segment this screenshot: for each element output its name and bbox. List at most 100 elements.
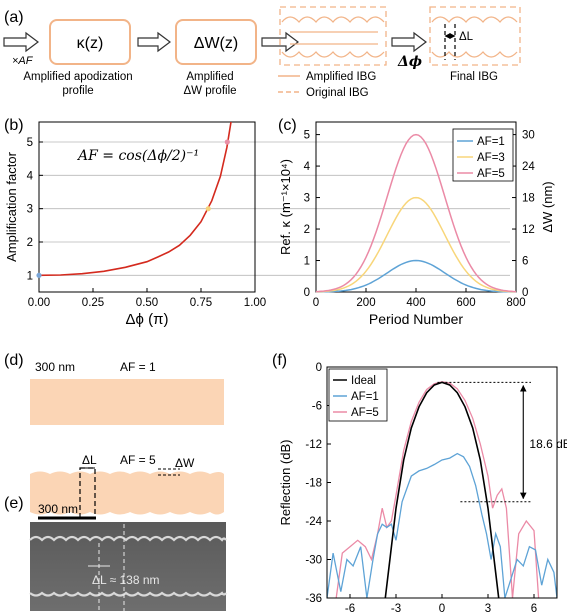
y-tick-label-right-c: 18 (522, 193, 535, 205)
panel-e-label: (e) (4, 495, 24, 512)
y-axis-label-right-c: ΔW (nm) (540, 181, 555, 232)
panel-d-label: (d) (4, 352, 24, 369)
scale-300nm-d: 300 nm (35, 360, 75, 374)
legend-label-c: AF=1 (477, 136, 505, 148)
x-tick-label-f: 6 (531, 603, 537, 615)
af-formula: AF = cos(Δϕ/2)⁻¹ (76, 148, 199, 164)
y-tick-label-f: -36 (305, 593, 322, 605)
y-tick-label-f: -18 (305, 478, 322, 490)
y-tick-label-right-c: 12 (522, 224, 535, 236)
kappa-series-line (315, 196, 517, 293)
legend-amplified: Amplified IBG (306, 71, 376, 83)
kappa-box-label: κ(z) (77, 35, 104, 52)
waveguide-af1 (30, 379, 224, 425)
x-tick-label-f: -3 (391, 603, 401, 615)
af-marker (36, 272, 42, 278)
y-tick-label-b: 5 (27, 137, 33, 149)
x-tick-label-b: 0.50 (136, 297, 158, 309)
caption-amplified: Amplified (186, 71, 233, 83)
af5-label: AF = 5 (120, 453, 156, 467)
y-tick-label-c: 5 (304, 130, 310, 142)
y-tick-label-f: -6 (312, 401, 322, 413)
panel-d: (d) 300 nm AF = 1 ΔL AF = 5 ΔW (4, 352, 224, 519)
x-tick-label-b: 0.75 (190, 297, 212, 309)
af-curve (39, 122, 232, 277)
legend-label-f: Ideal (351, 375, 376, 387)
hollow-arrow-icon (3, 31, 39, 53)
x-tick-label-f: -6 (345, 603, 355, 615)
panel-f-label: (f) (272, 352, 287, 369)
final-ibg-caption: Final IBG (450, 71, 498, 83)
sem-dl-text: ΔL ≈ 138 nm (92, 573, 160, 587)
x-axis-label-c: Period Number (369, 311, 463, 327)
x-axis-label-b: Δϕ (π) (126, 311, 169, 328)
x-tick-label-b: 1.00 (244, 297, 266, 309)
waveguide-af5 (30, 471, 224, 515)
y-tick-label-right-c: 0 (522, 287, 528, 299)
y-axis-label-f: Reflection (dB) (278, 440, 293, 526)
af-marker (205, 206, 211, 212)
x-tick-label-c: 600 (456, 297, 475, 309)
final-dl-label: ΔL (459, 31, 474, 43)
reflection-series-line (384, 381, 500, 598)
panel-a: (a) ×AF κ(z) Amplified apodization profi… (3, 6, 521, 99)
legend-label-f: AF=5 (351, 407, 379, 419)
sem-edge-top (29, 535, 227, 542)
x-tick-label-f: 3 (485, 603, 491, 615)
dw-box (175, 19, 257, 65)
y-tick-label-right-c: 6 (522, 256, 528, 268)
legend-original: Original IBG (306, 87, 369, 99)
panel-b-label: (b) (4, 117, 24, 134)
y-tick-label-b: 4 (27, 170, 34, 182)
y-tick-label-c: 2 (304, 224, 310, 236)
y-tick-label-right-c: 24 (522, 161, 535, 173)
dw-box-label: ΔW(z) (194, 35, 238, 52)
caption-apodization: Amplified apodization (23, 71, 132, 83)
y-tick-label-b: 3 (27, 204, 33, 216)
af-marker (224, 139, 230, 145)
x-tick-label-b: 0.25 (82, 297, 104, 309)
legend-label-c: AF=5 (477, 168, 505, 180)
y-tick-label-c: 1 (304, 256, 310, 268)
y-tick-label-right-c: 30 (522, 130, 535, 142)
sem-image (30, 522, 226, 611)
panel-e: (e) 300 nm ΔL ≈ 138 nm (4, 495, 227, 611)
dl-label-d: ΔL (82, 453, 97, 467)
caption-dw-profile: ΔW profile (183, 85, 236, 97)
hollow-arrow-icon (391, 31, 427, 53)
x-tick-label-c: 200 (356, 297, 375, 309)
y-tick-label-c: 4 (304, 161, 311, 173)
final-ibg (429, 6, 521, 66)
y-tick-label-f: -24 (305, 516, 322, 528)
kappa-box (49, 19, 131, 65)
kappa-series-line (315, 133, 517, 293)
hollow-arrow-icon (137, 31, 171, 53)
x-tick-label-c: 400 (406, 297, 425, 309)
panel-a-label: (a) (4, 9, 24, 26)
af-multiplier: ×AF (12, 55, 34, 67)
y-tick-label-c: 0 (304, 287, 310, 299)
y-tick-label-f: -12 (305, 439, 322, 451)
af1-label: AF = 1 (120, 360, 156, 374)
y-axis-label-b: Amplification factor (4, 151, 19, 261)
x-tick-label-c: 800 (506, 297, 525, 309)
x-tick-label-b: 0.00 (28, 297, 50, 309)
panel-b: (b) 0.00 0.25 0.50 0.75 1.00 1 2 3 4 5 AF = cos(Δϕ… (4, 117, 510, 328)
panel-c-label: (c) (278, 117, 297, 134)
y-tick-label-f: -30 (305, 555, 322, 567)
caption-apodization-2: profile (62, 85, 93, 97)
legend-label-c: AF=3 (477, 152, 505, 164)
y-tick-label-f: 0 (316, 362, 322, 374)
kappa-series-line (316, 259, 516, 293)
ibg-schematic (279, 6, 387, 66)
sem-edge-bottom (29, 591, 227, 597)
legend-label-f: AF=1 (351, 391, 379, 403)
y-axis-label-c: Ref. κ (m⁻¹×10⁴) (278, 159, 293, 255)
x-tick-label-f: 0 (439, 603, 445, 615)
y-tick-label-c: 3 (304, 193, 310, 205)
reflection-series-line (327, 452, 557, 598)
dphi-label: Δϕ (397, 54, 422, 70)
scale-300nm-e: 300 nm (38, 502, 78, 516)
